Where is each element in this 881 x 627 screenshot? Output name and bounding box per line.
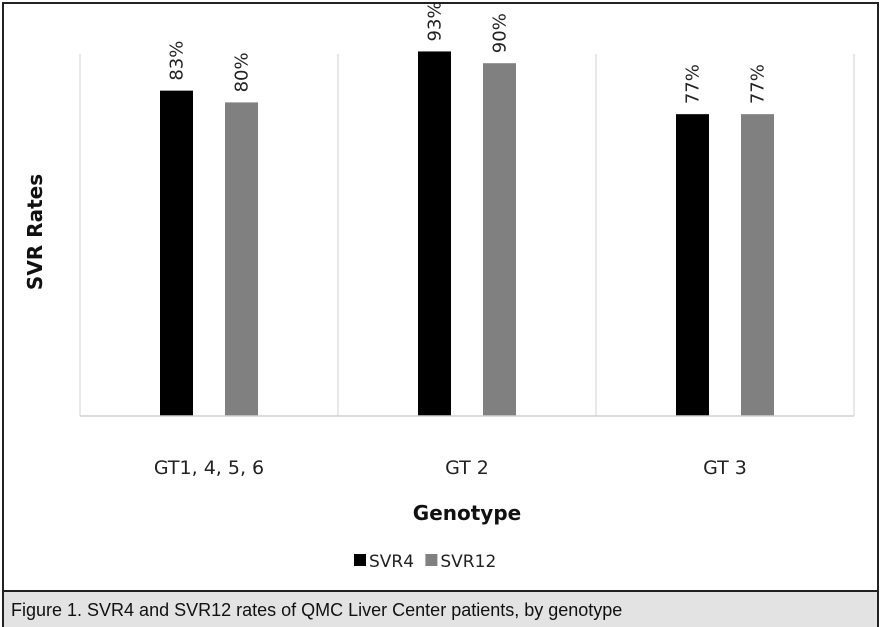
bar-svr4-2	[418, 51, 451, 416]
bar-svr12-3	[741, 114, 774, 416]
legend: SVR4 SVR12	[354, 552, 496, 572]
legend-swatch-svr12	[425, 554, 438, 566]
data-label-svr12-2: 90%	[490, 13, 511, 53]
legend-label-svr4: SVR4	[369, 552, 414, 572]
data-label-svr4-2: 93%	[425, 4, 446, 41]
legend-swatch-svr4	[354, 554, 366, 566]
data-label-svr4-3: 77%	[683, 64, 704, 104]
data-label-svr12-3: 77%	[748, 64, 769, 104]
data-label-svr4-1: 83%	[167, 41, 188, 81]
bar-svr12-2	[483, 63, 516, 416]
legend-label-svr12: SVR12	[440, 552, 496, 572]
x-axis-title: Genotype	[413, 501, 521, 525]
data-label-svr12-1: 80%	[232, 52, 253, 92]
x-tick-label: GT 3	[703, 457, 747, 479]
x-tick-label: GT 2	[445, 457, 489, 479]
y-axis-title: SVR Rates	[23, 174, 47, 290]
figure-caption: Figure 1. SVR4 and SVR12 rates of QMC Li…	[2, 592, 879, 627]
bar-svr4-3	[676, 114, 709, 416]
bar-svr12-1	[225, 102, 258, 417]
x-tick-label: GT1, 4, 5, 6	[154, 457, 264, 479]
bar-svr4-1	[160, 90, 193, 416]
chart-frame: 83% 80% 93% 90% 77% 77% GT1, 4, 5, 6 GT 2 GT 3 …	[2, 2, 879, 592]
bar-chart: 83% 80%93% 90%77% 77% GT1, 4, 5, 6 GT 2 GT 3 …	[23, 4, 855, 572]
